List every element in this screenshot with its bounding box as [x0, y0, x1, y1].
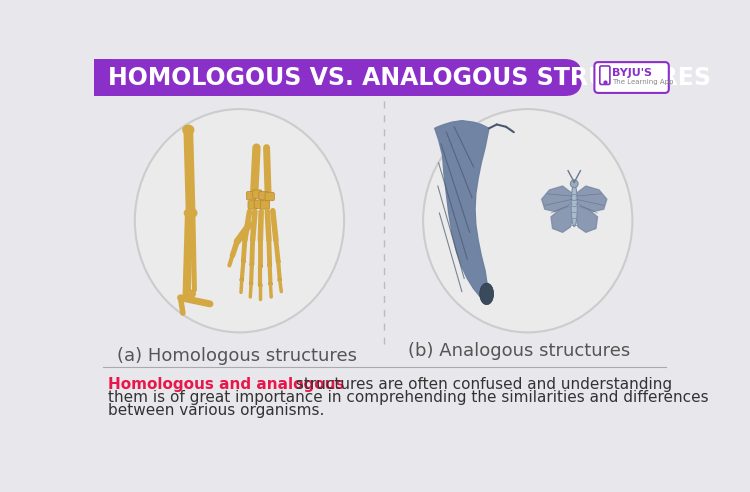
FancyBboxPatch shape — [92, 59, 582, 96]
Ellipse shape — [249, 282, 253, 285]
Text: BYJU'S: BYJU'S — [612, 68, 652, 78]
Ellipse shape — [184, 209, 196, 217]
Text: The Learning App: The Learning App — [612, 79, 674, 85]
Ellipse shape — [480, 283, 494, 305]
Ellipse shape — [250, 263, 254, 266]
FancyBboxPatch shape — [253, 190, 262, 198]
Text: structures are often confused and understanding: structures are often confused and unders… — [291, 377, 672, 392]
Ellipse shape — [242, 260, 245, 263]
Text: them is of great importance in comprehending the similarities and differences: them is of great importance in comprehen… — [108, 390, 708, 405]
FancyBboxPatch shape — [595, 62, 669, 93]
FancyBboxPatch shape — [248, 201, 257, 209]
Text: HOMOLOGOUS VS. ANALOGOUS STRUCTURES: HOMOLOGOUS VS. ANALOGOUS STRUCTURES — [108, 65, 711, 90]
Text: Homologous and analogous: Homologous and analogous — [108, 377, 344, 392]
Polygon shape — [551, 205, 573, 232]
Polygon shape — [542, 186, 573, 212]
Ellipse shape — [184, 290, 195, 298]
Ellipse shape — [135, 109, 344, 333]
FancyBboxPatch shape — [600, 66, 610, 85]
Ellipse shape — [276, 260, 280, 263]
Ellipse shape — [259, 265, 262, 268]
FancyBboxPatch shape — [254, 200, 263, 209]
FancyBboxPatch shape — [259, 191, 268, 200]
Polygon shape — [576, 205, 598, 232]
FancyBboxPatch shape — [260, 201, 270, 209]
Text: (b) Analogous structures: (b) Analogous structures — [408, 342, 630, 361]
Ellipse shape — [278, 278, 282, 281]
Ellipse shape — [259, 284, 262, 287]
Circle shape — [570, 180, 578, 187]
Ellipse shape — [572, 184, 578, 226]
Ellipse shape — [240, 278, 244, 281]
Ellipse shape — [268, 264, 272, 267]
FancyBboxPatch shape — [94, 59, 113, 96]
FancyBboxPatch shape — [247, 191, 256, 200]
Polygon shape — [576, 186, 607, 212]
Ellipse shape — [423, 109, 632, 333]
Ellipse shape — [183, 125, 194, 134]
Polygon shape — [435, 121, 489, 302]
Text: between various organisms.: between various organisms. — [108, 403, 324, 418]
Text: (a) Homologous structures: (a) Homologous structures — [117, 347, 357, 365]
Ellipse shape — [268, 282, 272, 285]
FancyBboxPatch shape — [265, 192, 274, 201]
